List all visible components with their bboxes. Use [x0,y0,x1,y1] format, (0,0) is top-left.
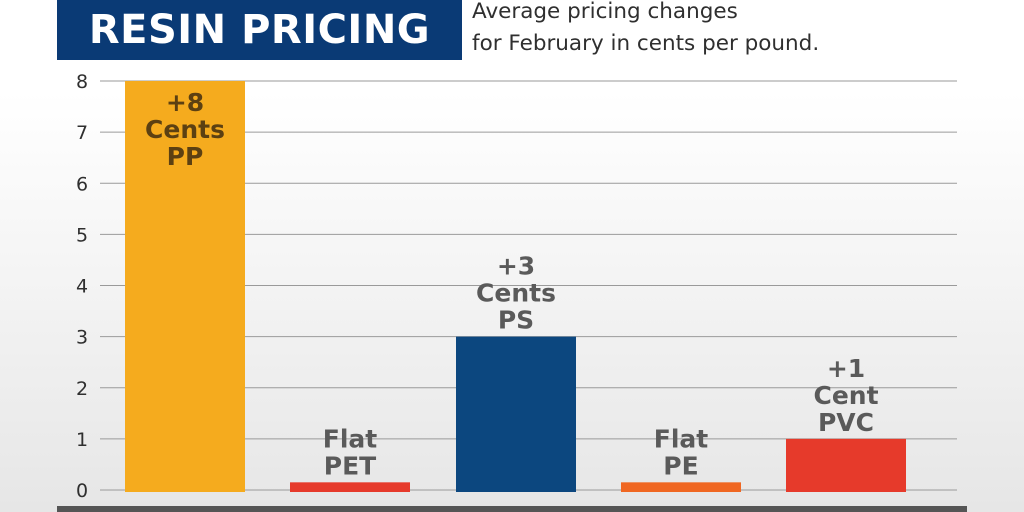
bar-label-line: Cent [813,381,878,410]
bar-label-line: Flat [654,424,709,453]
y-tick-label-4: 4 [76,276,88,298]
bar-ps [456,336,576,492]
bar-label-pvc: +1 Cent PVC [813,354,878,437]
bar-label-line: +8 [166,88,204,117]
bar-label-line: +3 [497,252,535,281]
bar-pp [125,81,245,492]
bar-pvc [786,438,906,492]
bar-label-line: Cents [145,115,225,144]
y-tick-label-3: 3 [76,327,88,349]
y-tick-label-1: 1 [76,429,88,451]
subtitle-line-1: Average pricing changes [472,0,738,24]
bar-pet [290,482,410,492]
bar-label-line: PP [167,142,204,171]
y-tick-label-5: 5 [76,224,88,246]
bars [125,81,906,492]
bar-pe [621,482,741,492]
bar-label-pe: Flat PE [654,424,709,480]
bar-label-line: +1 [827,354,865,383]
y-tick-label-2: 2 [76,378,88,400]
bar-label-ps: +3 Cents PS [476,252,556,335]
bar-label-line: PE [663,451,698,480]
bar-label-pet: Flat PET [323,424,378,480]
y-axis-ticks: 0 1 2 3 4 5 6 7 8 [76,71,88,502]
chart-subtitle: Average pricing changes for February in … [472,0,902,60]
bar-label-line: Cents [476,279,556,308]
bar-label-line: Flat [323,424,378,453]
bar-label-line: PVC [818,408,874,437]
bar-label-pp: +8 Cents PP [145,88,225,171]
bar-label-line: PS [498,306,534,335]
bar-label-line: PET [324,451,376,480]
y-tick-label-8: 8 [76,71,88,93]
y-tick-label-0: 0 [76,480,88,502]
baseline-bar [57,506,967,512]
y-tick-label-6: 6 [76,173,88,195]
subtitle-line-2: for February in cents per pound. [472,31,820,56]
y-tick-label-7: 7 [76,122,88,144]
chart-title: RESIN PRICING [57,0,462,60]
